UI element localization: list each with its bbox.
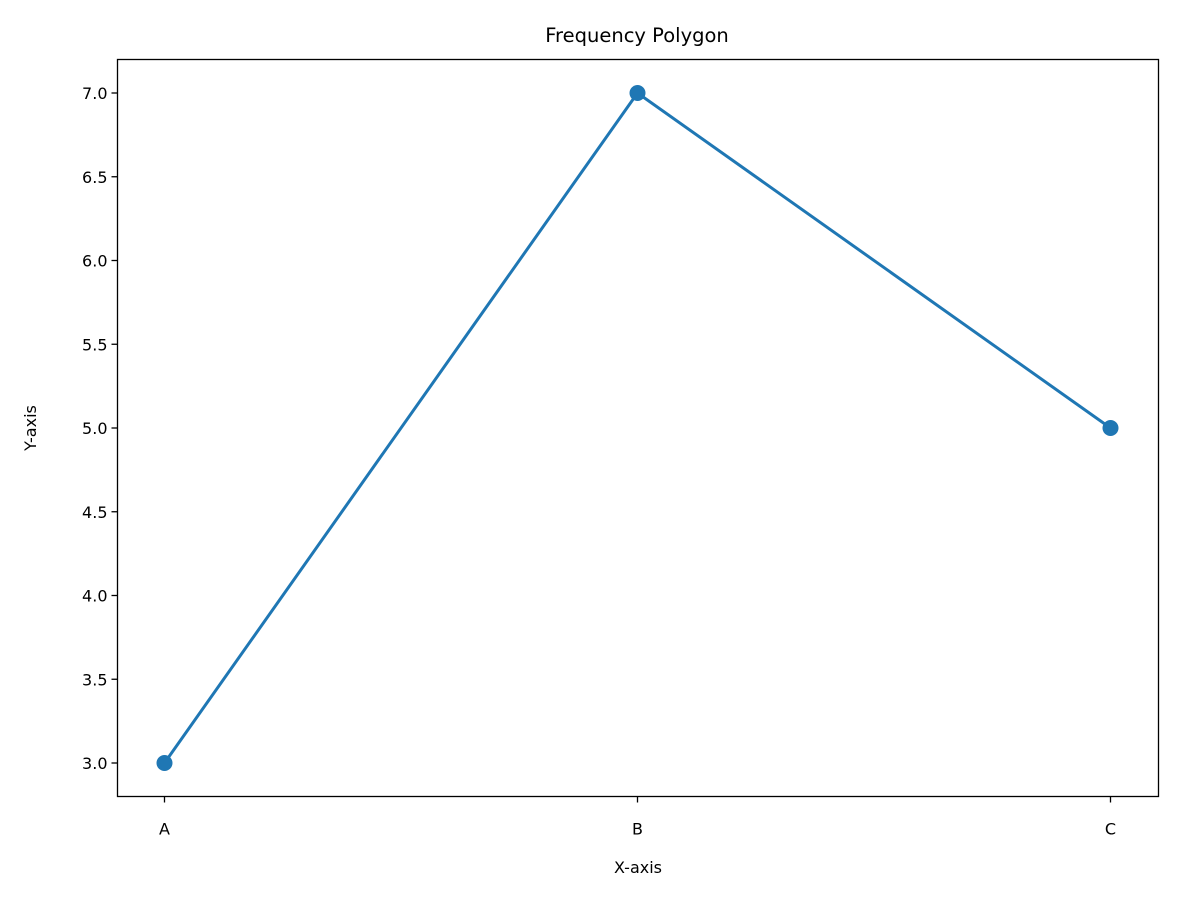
y-tick-label: 5.5 <box>82 335 107 354</box>
y-tick-label: 3.0 <box>82 754 107 773</box>
x-axis-ticks: A B C <box>159 796 1116 839</box>
y-tick-label: 6.0 <box>82 252 107 271</box>
data-point <box>156 755 173 771</box>
data-point <box>629 85 646 101</box>
y-tick-label: 6.5 <box>82 168 107 187</box>
x-tick-label: B <box>632 820 643 839</box>
y-tick-label: 4.0 <box>82 587 107 606</box>
chart-title: Frequency Polygon <box>545 24 729 47</box>
x-axis-label: X-axis <box>614 858 662 877</box>
y-axis-label: Y-axis <box>21 405 40 452</box>
x-tick-label: C <box>1105 820 1116 839</box>
y-tick-label: 3.5 <box>82 670 107 689</box>
data-point <box>1102 420 1119 436</box>
series-layer <box>156 85 1119 771</box>
y-tick-label: 5.0 <box>82 419 107 438</box>
y-axis-ticks: 3.0 3.5 4.0 4.5 5.0 5.5 6.0 6.5 7.0 <box>82 84 118 773</box>
y-tick-label: 4.5 <box>82 503 107 522</box>
x-tick-label: A <box>159 820 170 839</box>
plot-area-frame <box>116 58 1160 798</box>
y-tick-label: 7.0 <box>82 84 107 103</box>
series-line <box>162 91 1113 766</box>
